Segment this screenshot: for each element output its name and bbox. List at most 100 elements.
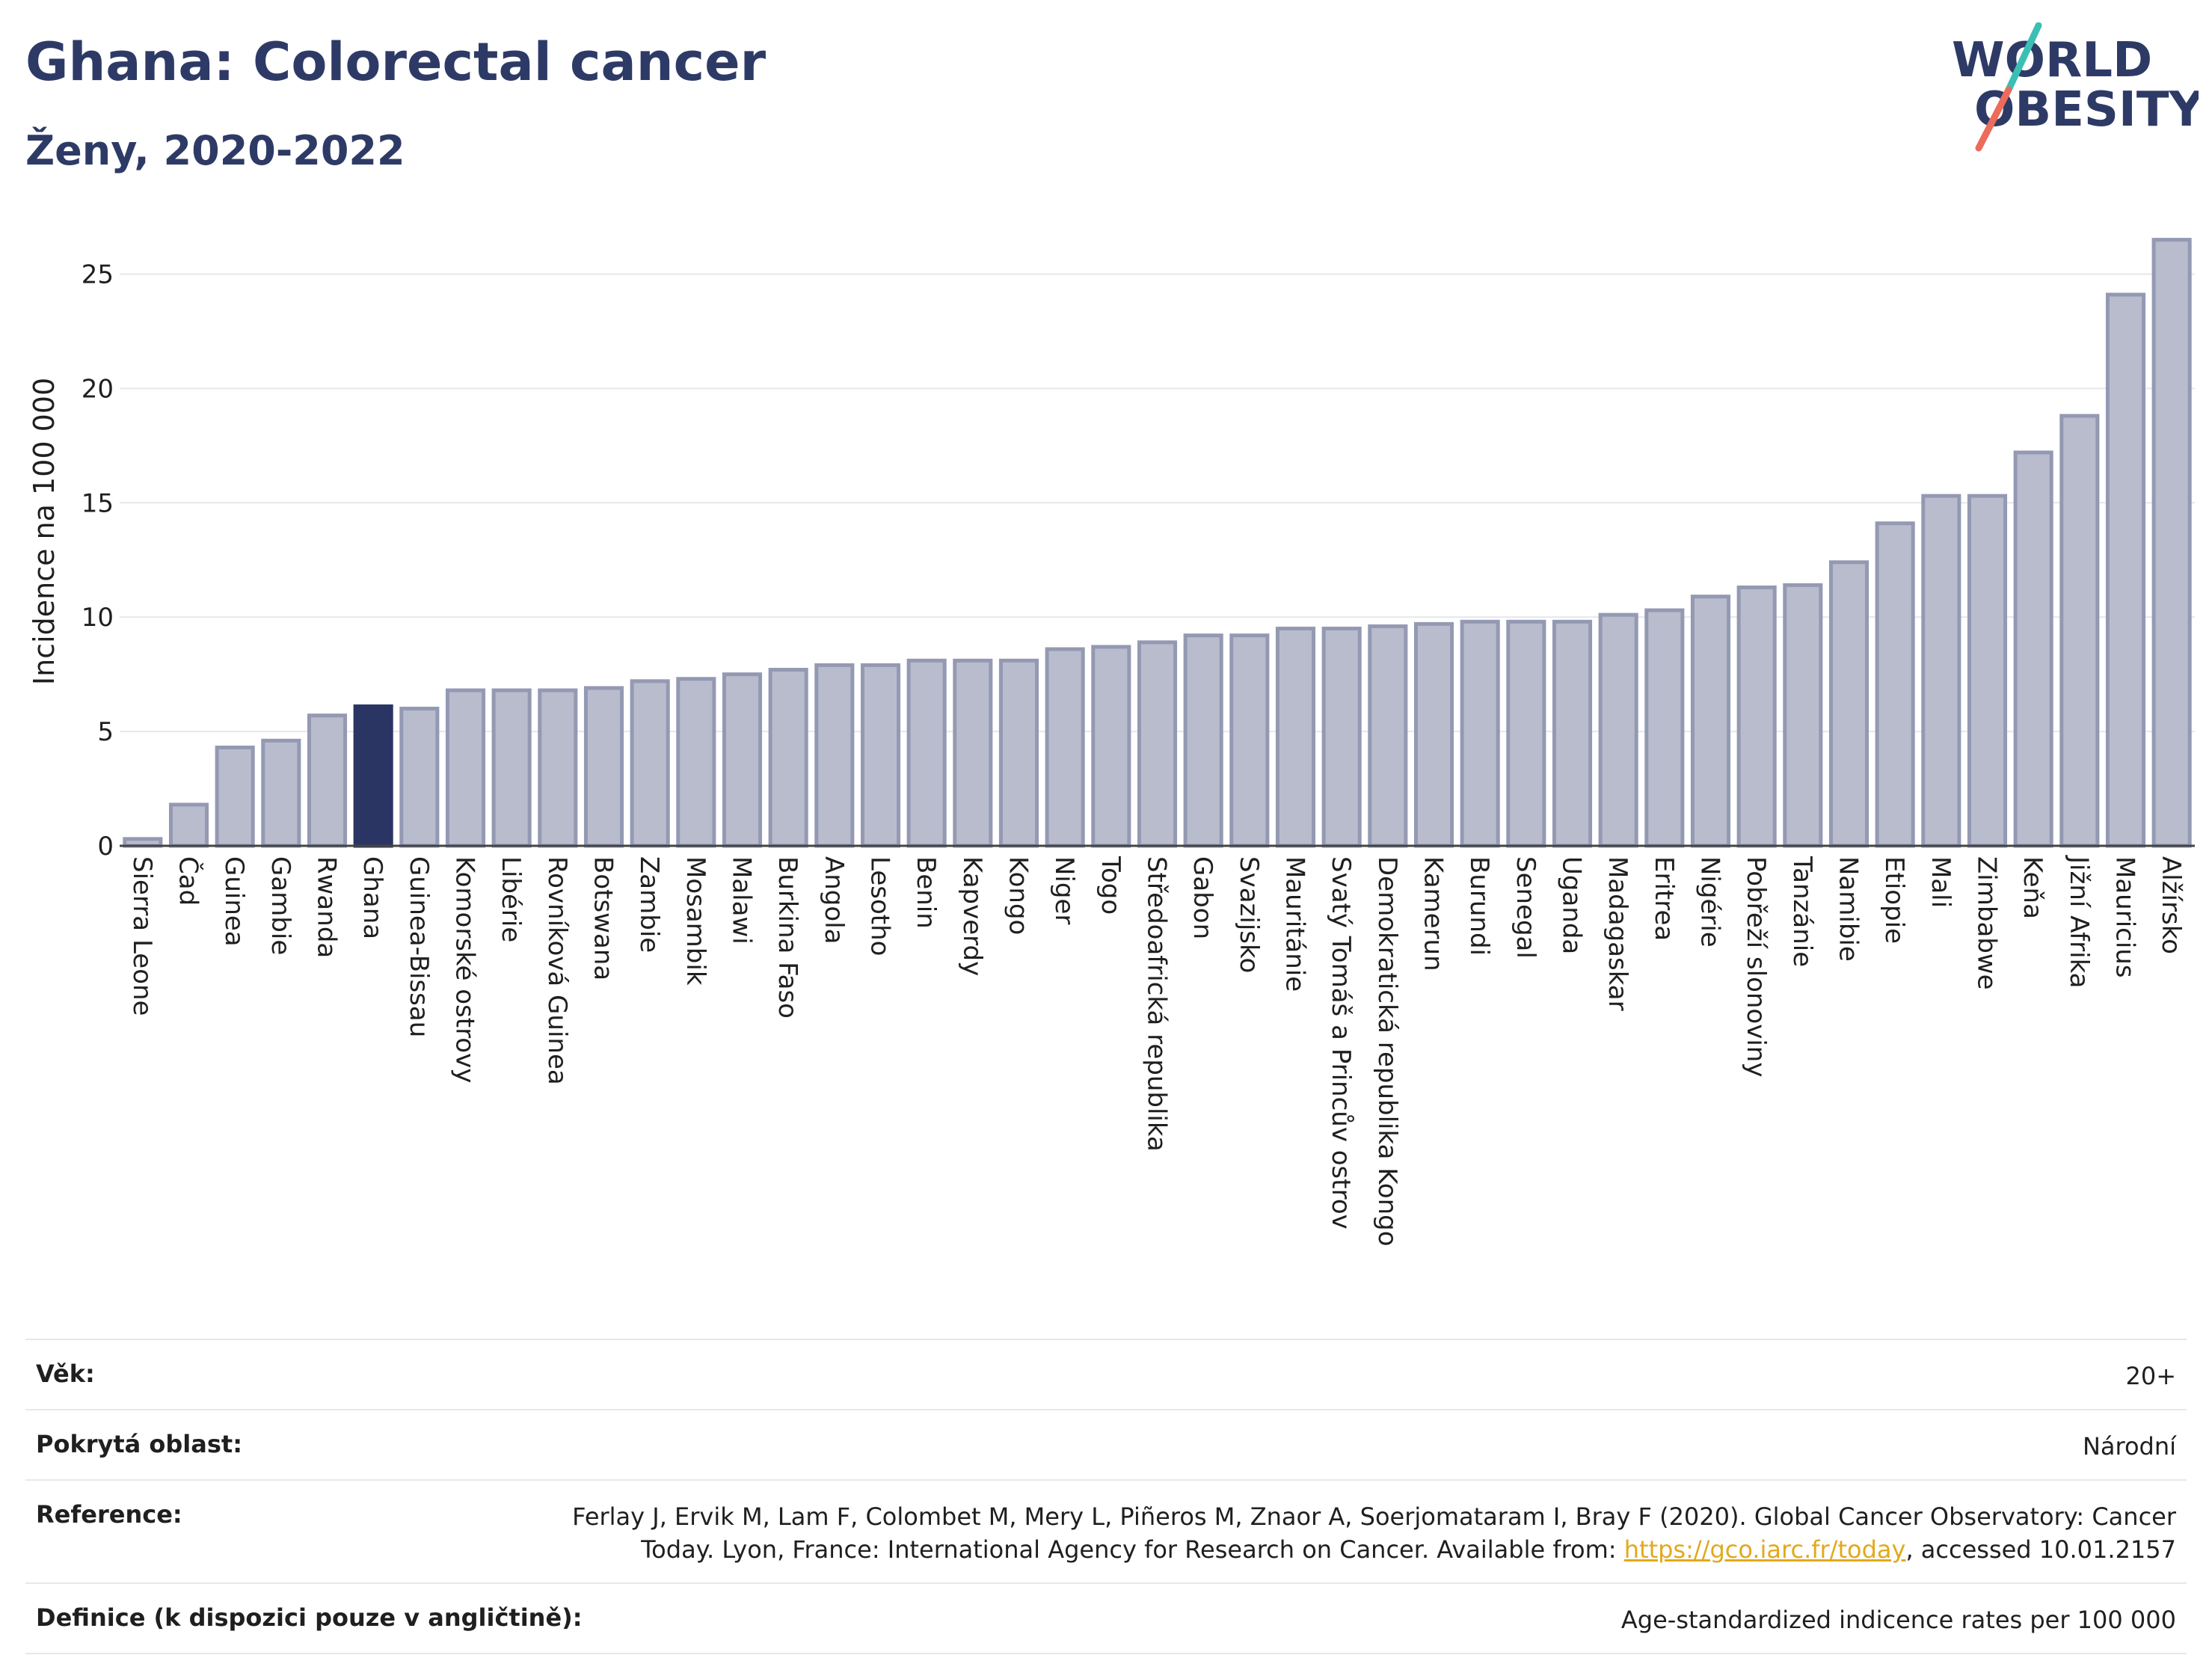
bar [2151, 238, 2192, 848]
x-tick-label: Eritrea [1649, 856, 1679, 941]
x-tick-label: Ghana [357, 856, 387, 939]
x-tick-label: Madagaskar [1603, 856, 1632, 1011]
y-tick-label: 25 [82, 260, 114, 289]
x-tick-label: Benin [911, 856, 941, 929]
reference-text-line1: Ferlay J, Ervik M, Lam F, Colombet M, Me… [572, 1502, 2176, 1531]
x-tick-label: Mauritánie [1280, 856, 1310, 992]
bar [445, 688, 486, 848]
x-tick-label: Burundi [1464, 856, 1494, 956]
x-tick-label: Čad [173, 856, 204, 906]
bar [1183, 633, 1223, 848]
bar-chart: 0 5 10 15 20 25 Incidence na 100 000 Sierra Leo… [28, 238, 2195, 1247]
x-tick-label: Středoafrická republika [1142, 856, 1172, 1152]
logo-slash-coral [1975, 86, 2012, 152]
x-tick-label: Komorské ostrovy [450, 856, 480, 1083]
info-row-age: Věk: 20+ [25, 1339, 2187, 1409]
x-tick-label: Botswana [589, 856, 618, 980]
info-label-reference: Reference: [36, 1500, 182, 1529]
x-tick-label: Libérie [496, 856, 526, 942]
x-tick-label: Gambie [265, 856, 295, 955]
bar [998, 658, 1039, 848]
x-tick-label: Kapverdy [957, 856, 987, 976]
bar [1828, 560, 1870, 848]
bar [860, 663, 901, 848]
y-tick-label: 10 [82, 603, 114, 633]
x-tick-label: Mali [1926, 856, 1956, 908]
info-label-age: Věk: [36, 1360, 95, 1388]
bar [261, 738, 301, 848]
chart-subtitle: Ženy, 2020-2022 [25, 127, 405, 174]
bar [676, 677, 716, 848]
x-tick-label: Pobřeží slonoviny [1741, 856, 1771, 1077]
x-tick-label: Svatý Tomáš a Princův ostrov [1326, 856, 1356, 1229]
x-tick-label: Jižní Afrika [2064, 855, 2094, 989]
bar [1275, 626, 1316, 848]
bar [1921, 494, 1961, 848]
bar [1506, 619, 1546, 848]
bar [768, 668, 808, 848]
bar [399, 707, 440, 848]
bar [1875, 521, 1915, 848]
bar [814, 663, 855, 848]
bar [722, 672, 763, 848]
x-tick-label: Alžírsko [2156, 856, 2186, 954]
bar [953, 658, 993, 848]
x-tick-label: Gabon [1188, 856, 1217, 939]
bar [1229, 633, 1270, 848]
y-tick-label: 15 [82, 488, 114, 518]
x-tick-label: Tanzánie [1787, 856, 1817, 967]
bar [1045, 647, 1085, 848]
logo-text-world: WORLD [1952, 33, 2152, 88]
bar [1644, 608, 1685, 848]
x-tick-label: Zimbabwe [1972, 856, 2002, 990]
x-tick-label: Guinea-Bissau [404, 856, 434, 1037]
bar [1321, 626, 1362, 848]
x-tick-label: Etiopie [1879, 856, 1909, 944]
x-tick-label: Senegal [1511, 856, 1540, 959]
bar [1413, 621, 1454, 848]
bar [491, 688, 532, 848]
x-tick-label: Kamerun [1419, 856, 1448, 971]
info-value-coverage: Národní [2082, 1432, 2176, 1461]
x-tick-label: Kongo [1004, 856, 1033, 935]
y-tick-label: 0 [97, 832, 114, 862]
x-tick-label: Rovníková Guinea [542, 856, 572, 1085]
logo-slash-teal [2005, 22, 2042, 93]
bar [1690, 595, 1731, 848]
bar [2013, 450, 2053, 848]
info-label-definition: Definice (k dispozici pouze v angličtině… [36, 1603, 583, 1632]
bar [168, 802, 209, 848]
x-tick-label: Malawi [727, 856, 757, 945]
bar [1552, 619, 1593, 848]
x-tick-label: Namibie [1834, 856, 1864, 962]
bar [2059, 414, 2100, 848]
x-tick-label: Burkina Faso [772, 856, 802, 1019]
bar [1736, 585, 1777, 848]
bar [353, 704, 393, 848]
bar [1967, 494, 2008, 848]
x-tick-label: Sierra Leone [127, 856, 157, 1016]
bar [538, 688, 578, 848]
y-tick-label: 20 [82, 374, 114, 404]
bar [906, 658, 947, 848]
bar [583, 686, 624, 848]
x-tick-label: Guinea [219, 856, 249, 947]
bar [1137, 640, 1178, 848]
x-tick-label: Rwanda [312, 856, 342, 958]
bar [1460, 619, 1500, 848]
x-tick-label: Lesotho [865, 856, 895, 956]
x-tick-label: Togo [1096, 856, 1125, 915]
y-axis-title: Incidence na 100 000 [28, 378, 61, 685]
bar [2105, 292, 2146, 848]
reference-link[interactable]: https://gco.iarc.fr/today [1623, 1535, 1906, 1564]
world-obesity-logo: WORLD OBESITY [1952, 22, 2199, 152]
x-tick-label: Zambie [634, 856, 664, 953]
bar [1598, 612, 1638, 848]
chart-title: Ghana: Colorectal cancer [25, 31, 766, 93]
bar [1783, 583, 1823, 848]
bar [307, 713, 348, 848]
x-tick-label: Keňa [2018, 856, 2047, 919]
info-table: Věk: 20+ Pokrytá oblast: Národní Referen… [25, 1339, 2187, 1654]
x-tick-label: Mosambik [681, 856, 710, 986]
info-value-age: 20+ [2125, 1362, 2176, 1390]
